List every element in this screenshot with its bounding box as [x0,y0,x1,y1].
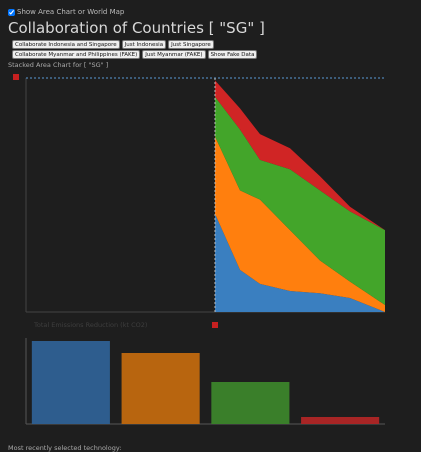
handle[interactable] [13,74,19,80]
button[interactable]: Show Fake Data [207,50,258,59]
checkbox[interactable] [8,8,15,16]
toggle-label: Show Area Chart or World Map [17,8,125,16]
page-title: Collaboration of Countries [ "SG" ] [8,19,265,37]
area [215,136,385,312]
button[interactable]: Just Myanmar (FAKE) [142,50,206,59]
button-row: Collaborate Indonesia and Singapore Just… [12,40,214,49]
button[interactable]: Just Indonesia [121,40,167,49]
footer-text: Most recently selected technology: [8,444,122,452]
area [215,96,385,305]
handle[interactable] [212,322,218,328]
button-row: Collaborate Myanmar and Philippines (FAK… [12,50,258,59]
bar-chart-label: Total Emissions Reduction (kt CO2) [34,321,148,329]
bar [31,341,110,424]
button[interactable]: Collaborate Myanmar and Philippines (FAK… [12,50,141,59]
map-toggle[interactable]: Show Area Chart or World Map [8,8,124,16]
area [215,213,385,312]
bar [301,417,380,424]
bar [211,382,290,424]
button[interactable]: Collaborate Indonesia and Singapore [12,40,120,49]
area-chart-label: Stacked Area Chart for [ "SG" ] [8,61,109,69]
button[interactable]: Just Singapore [168,40,214,49]
bar [121,353,200,424]
